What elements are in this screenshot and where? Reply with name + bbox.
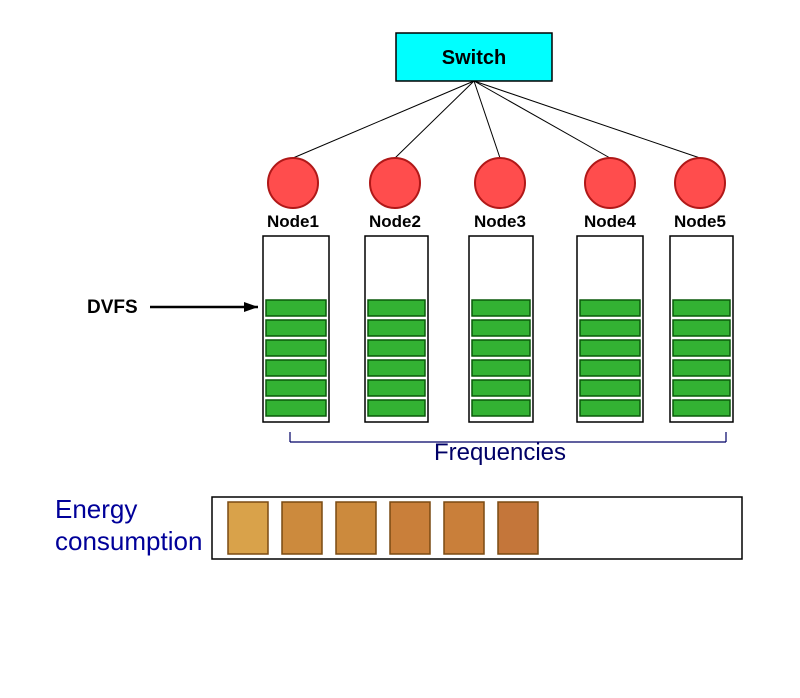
freq-cell-3-1: [472, 300, 530, 316]
freq-cell-2-2: [368, 320, 425, 336]
node-label-3: Node3: [474, 212, 526, 231]
freq-cell-4-4: [580, 360, 640, 376]
freq-cell-1-5: [266, 380, 326, 396]
freq-cell-1-4: [266, 360, 326, 376]
node-label-1: Node1: [267, 212, 319, 231]
energy-bar-2: [282, 502, 322, 554]
freq-cell-4-5: [580, 380, 640, 396]
freq-cell-3-3: [472, 340, 530, 356]
switch-box: Switch: [396, 33, 552, 81]
energy-bar-4: [390, 502, 430, 554]
freq-cell-5-5: [673, 380, 730, 396]
freq-cell-5-2: [673, 320, 730, 336]
node-label-4: Node4: [584, 212, 637, 231]
freq-cell-2-3: [368, 340, 425, 356]
freq-cell-3-2: [472, 320, 530, 336]
dvfs-label: DVFS: [87, 297, 138, 318]
freq-cell-3-4: [472, 360, 530, 376]
freq-cell-5-3: [673, 340, 730, 356]
node-circle-4: [585, 158, 635, 208]
node-circle-5: [675, 158, 725, 208]
freq-cell-1-3: [266, 340, 326, 356]
energy-bar-3: [336, 502, 376, 554]
freq-cell-4-3: [580, 340, 640, 356]
freq-cell-3-6: [472, 400, 530, 416]
node-label-5: Node5: [674, 212, 726, 231]
switch-label: Switch: [442, 47, 506, 69]
energy-bar-1: [228, 502, 268, 554]
freq-cell-3-5: [472, 380, 530, 396]
freq-cell-5-1: [673, 300, 730, 316]
freq-cell-5-6: [673, 400, 730, 416]
freq-cell-4-6: [580, 400, 640, 416]
frequencies-label: Frequencies: [434, 439, 566, 466]
freq-cell-2-5: [368, 380, 425, 396]
freq-cell-2-1: [368, 300, 425, 316]
freq-cell-1-6: [266, 400, 326, 416]
node-circle-2: [370, 158, 420, 208]
node-label-2: Node2: [369, 212, 421, 231]
node-circle-3: [475, 158, 525, 208]
freq-cell-1-1: [266, 300, 326, 316]
freq-cell-2-4: [368, 360, 425, 376]
node-circle-1: [268, 158, 318, 208]
energy-bar-6: [498, 502, 538, 554]
freq-cell-4-2: [580, 320, 640, 336]
freq-cell-4-1: [580, 300, 640, 316]
freq-cell-1-2: [266, 320, 326, 336]
freq-cell-2-6: [368, 400, 425, 416]
energy-label-1: Energy: [55, 494, 137, 524]
energy-bar-5: [444, 502, 484, 554]
freq-cell-5-4: [673, 360, 730, 376]
energy-label-2: consumption: [55, 526, 202, 556]
